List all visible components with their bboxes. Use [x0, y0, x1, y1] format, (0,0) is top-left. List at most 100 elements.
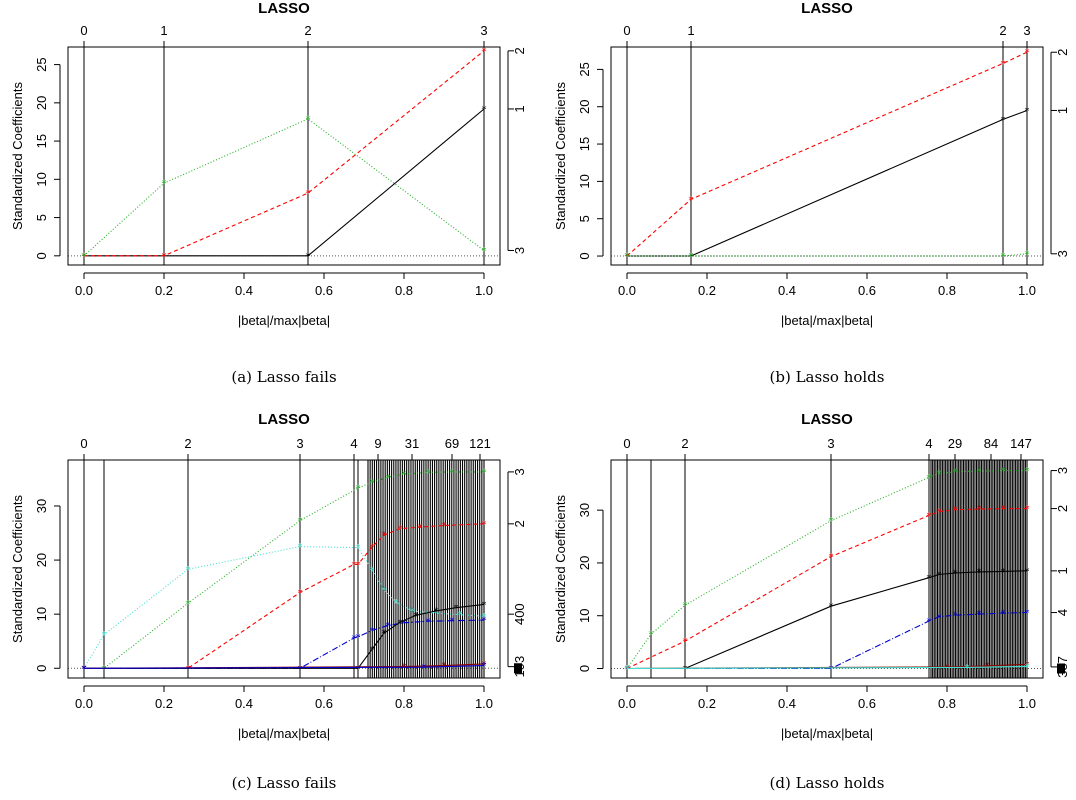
panel-3-series-point: * — [442, 521, 447, 532]
panel-4-series-point: * — [1025, 660, 1030, 671]
panel-2-x-tick-label: 0.2 — [698, 283, 716, 298]
panel-4-series-point: * — [625, 664, 630, 675]
panel-3-title: LASSO — [258, 411, 310, 428]
panel-3-right-dense-marker — [514, 663, 522, 674]
panel-4-x-tick-label: 0.2 — [698, 696, 716, 711]
panel-3-series-point: * — [82, 664, 87, 675]
panel-2-series-point: * — [625, 252, 630, 263]
panel-1-y-axis-label: Standardized Coefficients — [10, 82, 25, 230]
panel-4-x-tick-label: 1.0 — [1018, 696, 1036, 711]
panel-4-series-point: * — [1001, 504, 1006, 515]
panel-4-series-point: * — [625, 664, 630, 675]
panel-4-top-label: 0 — [623, 436, 630, 451]
panel-3-top-label: 2 — [184, 436, 191, 451]
panel-3-series-line — [84, 603, 485, 669]
panel-3-right-label: 400 — [512, 603, 527, 625]
panel-3-series-point: * — [370, 543, 375, 554]
panel-3-series-point: * — [434, 606, 439, 617]
panel-4-series-point: * — [829, 664, 834, 675]
panel-1-x-tick-label: 0.4 — [235, 283, 253, 298]
panel-4-series-point: * — [625, 664, 630, 675]
panel-3-y-tick-label: 20 — [34, 553, 49, 567]
panel-1-x-axis-label: |beta|/max|beta| — [238, 313, 330, 328]
panel-3-series-point: * — [418, 523, 423, 534]
panel-2-series-point: * — [1001, 115, 1006, 126]
panel-3-top-label: 121 — [469, 436, 491, 451]
panel-3-series-point: * — [482, 616, 487, 627]
panel-3-series-point: * — [352, 560, 357, 571]
panel-1-y-tick-label: 20 — [34, 96, 49, 110]
panel-3-top-label: 3 — [296, 436, 303, 451]
panel-2-y-tick-label: 20 — [577, 99, 592, 113]
panel-3-series-point: * — [298, 542, 303, 553]
panel-3-series-line — [84, 471, 484, 669]
panel-4-right-dense-marker — [1057, 663, 1065, 674]
panel-1-series-point: * — [482, 46, 487, 57]
panel-1-series-point: * — [482, 104, 487, 115]
panel-3-series-point: * — [82, 664, 87, 675]
panel-3-series-point: * — [482, 467, 487, 478]
panel-2-y-tick-label: 10 — [577, 174, 592, 188]
panel-1-y-tick-label: 25 — [34, 57, 49, 71]
panel-4-series-point: * — [829, 552, 834, 563]
panel-2-x-tick-label: 1.0 — [1018, 283, 1036, 298]
panel-3-series-point: * — [402, 618, 407, 629]
panel-4-top-label: 84 — [984, 436, 998, 451]
panel-4-series-point: * — [953, 611, 958, 622]
panel-2-plot-frame — [610, 46, 1044, 266]
panel-3-series-point: * — [426, 617, 431, 628]
panel-4-x-axis-label: |beta|/max|beta| — [781, 726, 873, 741]
panel-2-right-label: 1 — [1055, 107, 1070, 114]
panel-4-series-point: * — [977, 610, 982, 621]
panel-3-series-point: * — [186, 565, 191, 576]
panel-4-series-line — [626, 665, 1028, 670]
panel-2-caption: (b) Lasso holds — [770, 368, 885, 386]
panel-3-series-point: * — [382, 531, 387, 542]
panel-1-series-line — [83, 118, 485, 257]
panel-3-series-point: * — [482, 612, 487, 623]
panel-3-series-point: * — [82, 664, 87, 675]
panel-4-series-point: * — [649, 630, 654, 641]
panel-3-series-point: * — [298, 664, 303, 675]
panel-2-y-tick-label: 0 — [577, 252, 592, 259]
panel-3-series-point: * — [298, 516, 303, 527]
panel-2-series-point: * — [689, 252, 694, 263]
panel-4-series-point: * — [1001, 466, 1006, 477]
panel-4-top-label: 3 — [827, 436, 834, 451]
panel-4-series-point: * — [625, 664, 630, 675]
panel-3-series-point: * — [382, 585, 387, 596]
panel-4-series-point: * — [1025, 566, 1030, 577]
panel-2-y-axis-label: Standardized Coefficients — [553, 82, 568, 230]
panel-3-series-point: * — [382, 629, 387, 640]
panel-3-series-point: * — [450, 467, 455, 478]
panel-4-right-label: 3 — [1055, 467, 1070, 474]
panel-4-series-point: * — [625, 664, 630, 675]
panel-2-top-label: 1 — [687, 23, 694, 38]
panel-3-series-point: * — [398, 524, 403, 535]
panel-1-series-point: * — [306, 189, 311, 200]
panel-1-y-tick-label: 10 — [34, 172, 49, 186]
panel-3-plot-frame — [67, 459, 501, 679]
panel-3-series-point: * — [82, 664, 87, 675]
panel-3-y-tick-label: 10 — [34, 607, 49, 621]
panel-4-series-line — [626, 508, 1027, 669]
panel-3-series-point: * — [370, 478, 375, 489]
panel-4-series-point: * — [977, 567, 982, 578]
panel-1-plot-frame — [67, 46, 501, 266]
panel-1-caption: (a) Lasso fails — [231, 368, 336, 386]
panel-3-series-point: * — [434, 609, 439, 620]
panel-4-series-point: * — [953, 505, 958, 516]
panel-3-series-point: * — [402, 470, 407, 481]
panel-2-x-tick-label: 0.4 — [778, 283, 796, 298]
panel-4-top-label: 147 — [1010, 436, 1032, 451]
panel-4-x-tick-label: 0.4 — [778, 696, 796, 711]
panel-3-x-tick-label: 0.4 — [235, 696, 253, 711]
panel-3-series-point: * — [352, 633, 357, 644]
panel-1-top-label: 0 — [80, 23, 87, 38]
panel-4-series-point: * — [977, 505, 982, 516]
panel-4-series-point: * — [937, 570, 942, 581]
panel-1-right-label: 1 — [512, 105, 527, 112]
panel-3-series-point: * — [356, 484, 361, 495]
panel-3-top-label: 31 — [405, 436, 419, 451]
